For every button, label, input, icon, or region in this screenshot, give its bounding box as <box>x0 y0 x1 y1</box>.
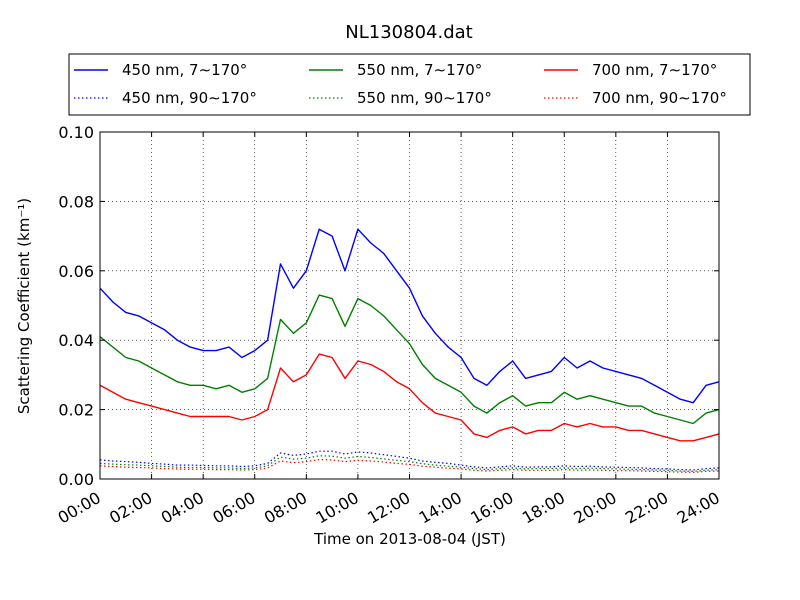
x-axis-label: Time on 2013-08-04 (JST) <box>313 530 506 548</box>
y-tick-labels: 0.00 0.02 0.04 0.06 0.08 0.10 <box>58 123 94 489</box>
axis-ticks <box>99 131 720 480</box>
y-tick-label: 0.04 <box>58 331 94 350</box>
series-line-5 <box>99 459 720 473</box>
legend-label-4: 700 nm, 7∼170° <box>592 61 717 79</box>
y-tick-label: 0.06 <box>58 262 94 281</box>
legend: 450 nm, 7∼170° 550 nm, 7∼170° 700 nm, 7∼17… <box>74 61 727 107</box>
y-tick-label: 0.02 <box>58 401 94 420</box>
legend-box <box>68 53 751 116</box>
y-tick-label: 0.10 <box>58 123 94 142</box>
legend-label-3: 550 nm, 90∼170° <box>357 89 492 107</box>
legend-label-1: 450 nm, 90∼170° <box>122 89 257 107</box>
chart-title: NL130804.dat <box>345 22 472 43</box>
legend-label-5: 700 nm, 90∼170° <box>592 89 727 107</box>
series-lines <box>99 228 720 473</box>
series-line-2 <box>99 294 720 425</box>
series-line-3 <box>99 455 720 472</box>
legend-label-0: 450 nm, 7∼170° <box>122 61 247 79</box>
legend-label-2: 550 nm, 7∼170° <box>357 61 482 79</box>
series-line-4 <box>99 353 720 442</box>
y-axis-label: Scattering Coefficient (km⁻¹) <box>15 198 33 414</box>
series-line-0 <box>99 228 720 404</box>
y-tick-label: 0.08 <box>58 192 94 211</box>
y-tick-label: 0.00 <box>58 470 94 489</box>
